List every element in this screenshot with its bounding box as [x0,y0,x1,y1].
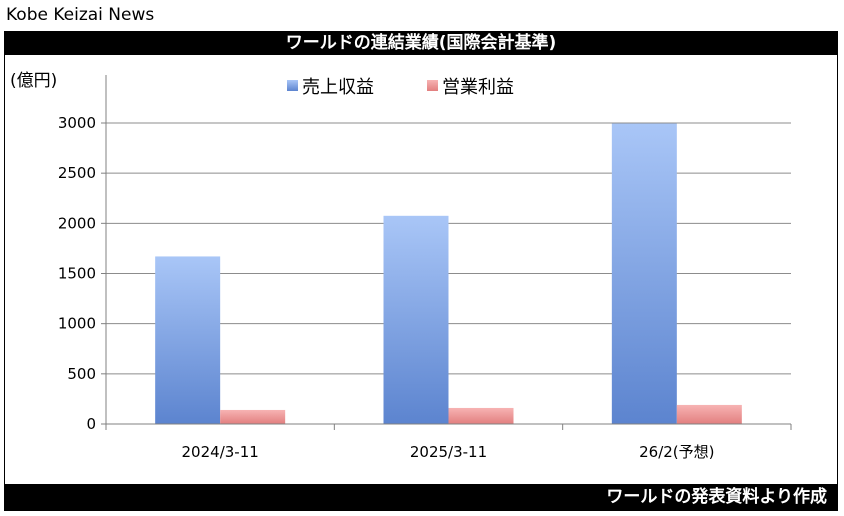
bar-operating-profit [448,407,514,424]
bar-operating-profit [220,409,286,424]
y-tick-label: 3000 [58,114,96,132]
bar-operating-profit [676,404,742,424]
y-axis-unit-label: (億円) [10,71,57,91]
source-label: Kobe Keizai News [6,5,155,25]
x-category-label: 2024/3-11 [182,443,259,461]
bar-revenue [611,123,677,425]
bar-revenue [155,256,221,424]
source-note: ワールドの発表資料より作成 [5,484,837,510]
legend-label: 営業利益 [442,77,514,98]
y-tick-label: 500 [67,365,96,383]
legend-swatch-operating-profit [427,80,438,91]
y-tick-label: 0 [86,415,96,433]
legend-label: 売上収益 [302,77,374,98]
x-category-label: 2025/3-11 [410,443,487,461]
y-tick-label: 2000 [58,214,96,232]
x-category-label: 26/2(予想) [639,443,714,461]
legend-swatch-revenue [287,80,298,91]
chart-title: ワールドの連結業績(国際会計基準) [5,32,837,55]
y-tick-label: 1000 [58,315,96,333]
y-tick-label: 1500 [58,265,96,283]
bar-revenue [383,215,449,424]
y-tick-label: 2500 [58,164,96,182]
